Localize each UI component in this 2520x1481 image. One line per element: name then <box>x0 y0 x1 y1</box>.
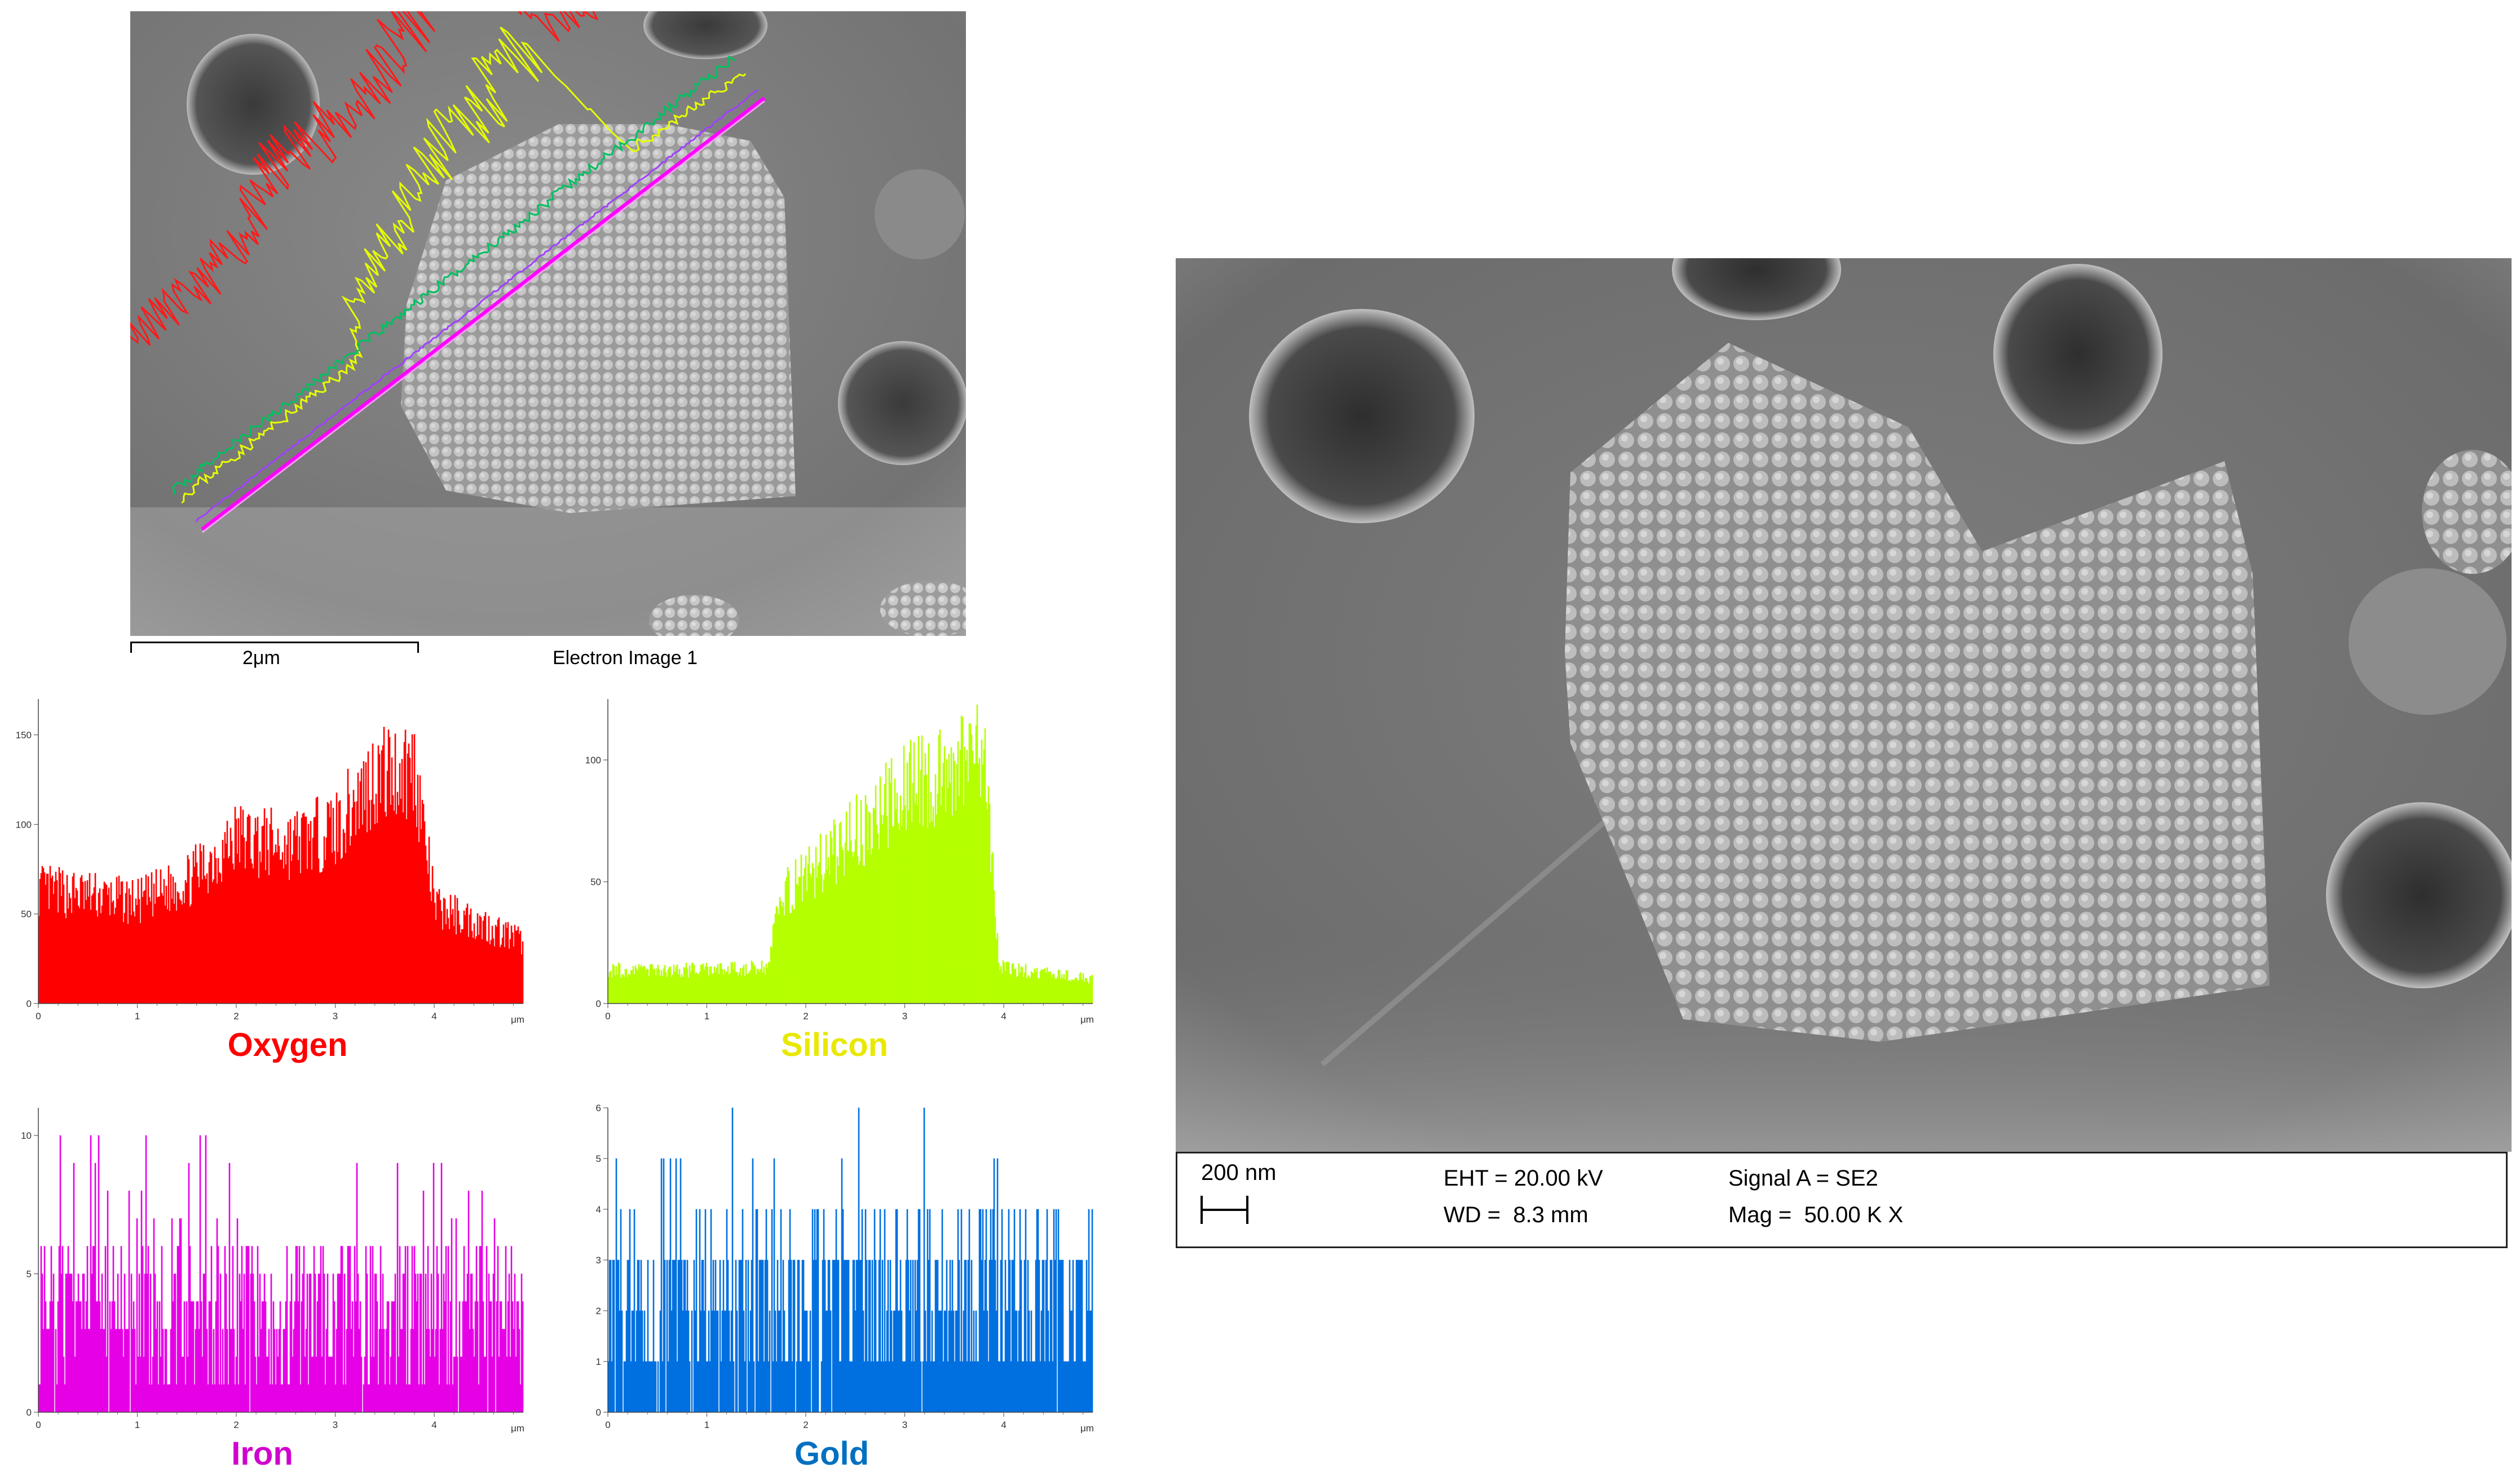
wd-readout: WD = 8.3 mm <box>1444 1203 1588 1227</box>
left-sem-linescan-image <box>130 11 966 636</box>
chart-bars <box>38 727 524 1003</box>
scan-line <box>201 96 766 532</box>
x-tick-label: 2 <box>803 1011 808 1022</box>
x-tick-label: 4 <box>1001 1420 1006 1430</box>
y-tick-label: 0 <box>596 1407 601 1418</box>
x-tick-label: 1 <box>135 1011 140 1022</box>
chart-bars <box>607 1107 1093 1413</box>
x-tick-label: 1 <box>135 1420 140 1430</box>
electron-image-caption: Electron Image 1 <box>553 647 698 669</box>
overlay-trace-gold <box>172 55 736 495</box>
y-tick-label: 0 <box>27 1407 32 1418</box>
x-tick-label: 2 <box>233 1420 239 1430</box>
oxygen-linescan-chart: 0 1 2 3 4 μm 0 50 100 150 <box>6 688 524 1037</box>
iron-label: Iron <box>231 1435 293 1472</box>
x-axis-unit: μm <box>1080 1014 1094 1025</box>
x-tick-label: 3 <box>333 1011 338 1022</box>
x-tick-label: 1 <box>704 1420 709 1430</box>
oxygen-label: Oxygen <box>227 1027 348 1063</box>
overlay-trace-iron <box>195 89 759 523</box>
x-tick-label: 1 <box>704 1011 709 1022</box>
overlay-trace-oxygen <box>130 11 599 346</box>
gold-label: Gold <box>794 1435 870 1472</box>
y-tick-label: 4 <box>596 1204 601 1215</box>
x-tick-label: 4 <box>1001 1011 1006 1022</box>
y-tick-label: 100 <box>585 755 601 766</box>
sem-info-bar: 200 nm EHT = 20.00 kV WD = 8.3 mm Signal… <box>1176 1152 2508 1248</box>
iron-linescan-chart: 0 1 2 3 4 μm 0 5 10 <box>6 1097 524 1446</box>
linescan-overlay-traces <box>130 11 766 533</box>
y-tick-label: 10 <box>21 1130 32 1141</box>
x-tick-label: 4 <box>431 1011 436 1022</box>
gold-linescan-chart: 0 1 2 3 4 μm 0 1 2 3 4 5 6 <box>575 1097 1094 1446</box>
y-tick-label: 5 <box>27 1269 32 1280</box>
x-tick-label: 4 <box>431 1420 436 1430</box>
y-tick-label: 50 <box>21 909 32 919</box>
x-tick-label: 3 <box>902 1011 907 1022</box>
x-tick-label: 2 <box>803 1420 808 1430</box>
x-tick-label: 0 <box>36 1011 41 1022</box>
x-axis-unit: μm <box>511 1014 524 1025</box>
x-axis-unit: μm <box>511 1423 524 1434</box>
x-tick-label: 3 <box>333 1420 338 1430</box>
chart-bars <box>607 704 1093 1003</box>
silicon-linescan-chart: 0 1 2 3 4 μm 0 50 100 <box>575 688 1094 1037</box>
y-tick-label: 0 <box>596 998 601 1009</box>
x-axis-unit: μm <box>1080 1423 1094 1434</box>
right-scale-label: 200 nm <box>1201 1160 1277 1185</box>
y-tick-label: 0 <box>27 998 32 1009</box>
y-tick-label: 2 <box>596 1306 601 1316</box>
x-tick-label: 0 <box>605 1011 610 1022</box>
right-scale-bar <box>1201 1196 1248 1224</box>
x-tick-label: 0 <box>605 1420 610 1430</box>
eht-readout: EHT = 20.00 kV <box>1444 1166 1603 1191</box>
y-tick-label: 50 <box>590 877 601 887</box>
signal-readout: Signal A = SE2 <box>1728 1166 1878 1191</box>
y-tick-label: 3 <box>596 1255 601 1266</box>
right-sem-image <box>1176 258 2512 1152</box>
mag-readout: Mag = 50.00 K X <box>1728 1203 1904 1227</box>
overlay-trace-silicon <box>181 26 747 504</box>
y-tick-label: 5 <box>596 1153 601 1164</box>
left-scale-label: 2μm <box>242 647 280 669</box>
left-scale-bar <box>130 642 419 653</box>
x-tick-label: 3 <box>902 1420 907 1430</box>
y-tick-label: 6 <box>596 1103 601 1113</box>
y-tick-label: 100 <box>16 819 32 830</box>
y-tick-label: 1 <box>596 1356 601 1367</box>
silicon-label: Silicon <box>780 1027 889 1063</box>
y-tick-label: 150 <box>16 730 32 741</box>
x-tick-label: 0 <box>36 1420 41 1430</box>
chart-bars <box>38 1135 524 1413</box>
x-tick-label: 2 <box>233 1011 239 1022</box>
